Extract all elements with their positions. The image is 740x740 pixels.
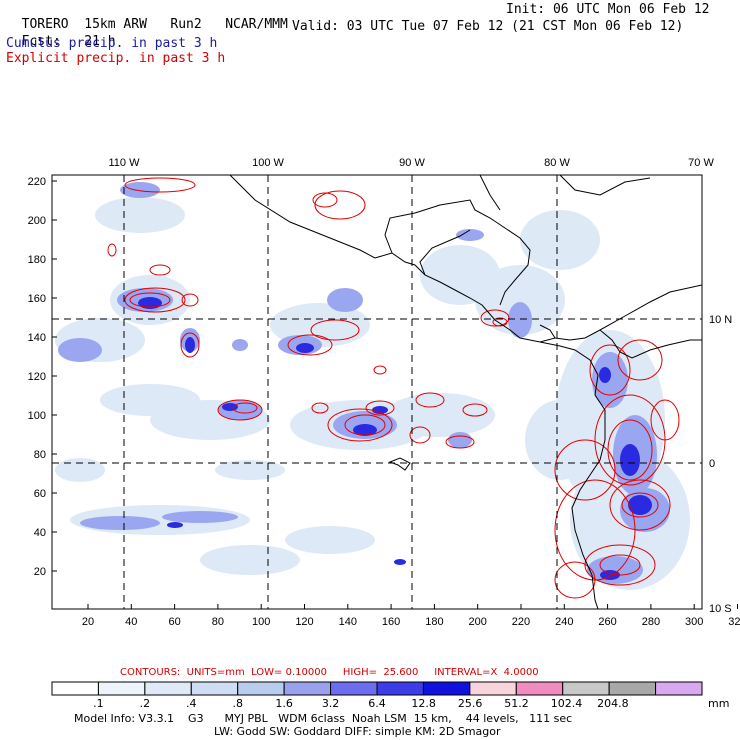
precip-field <box>55 177 690 599</box>
colorbar-cell <box>562 681 610 696</box>
colorbar-threshold-label: 12.8 <box>411 697 436 710</box>
lat-lon-grid <box>52 175 702 609</box>
model-info-line1: Model Info: V3.3.1 G3 MYJ PBL WDM 6class… <box>74 712 573 725</box>
x-tick-label: 60 <box>168 616 180 628</box>
colorbar-threshold-label: 102.4 <box>550 697 583 710</box>
x-tick-label: 140 <box>339 616 357 628</box>
y-tick-label: 220 <box>28 176 46 188</box>
colorbar <box>51 681 703 696</box>
y-tick-label: 100 <box>28 410 46 422</box>
y-tick-label: 80 <box>34 449 46 461</box>
x-tick-label: 40 <box>125 616 137 628</box>
colorbar-cell <box>515 681 564 696</box>
x-tick-label: 100 <box>252 616 270 628</box>
x-tick-label: 240 <box>555 616 573 628</box>
y-tick-label: 60 <box>34 488 46 500</box>
lon-label-70w: 70 W <box>688 157 714 169</box>
colorbar-cell <box>422 681 471 696</box>
coastlines <box>229 175 702 609</box>
explicit-legend: Explicit precip. in past 3 h <box>6 51 226 66</box>
x-tick-label: 20 <box>82 616 94 628</box>
x-tick-label: 280 <box>642 616 660 628</box>
colorbar-threshold-label: 1.6 <box>275 697 293 710</box>
valid-time: Valid: 03 UTC Tue 07 Feb 12 (21 CST Mon … <box>292 19 684 34</box>
cumulus-legend: Cumulus precip. in past 3 h <box>6 36 218 51</box>
x-tick-label: 160 <box>382 616 400 628</box>
colorbar-threshold-label: .8 <box>232 697 243 710</box>
axis-labels: 110 W 100 W 90 W 80 W 70 W 10 N 0 10 S 2… <box>28 157 740 628</box>
axis-ticks <box>52 180 738 609</box>
colorbar-cell <box>190 681 239 696</box>
colorbar-cell <box>376 681 424 696</box>
colorbar-cell <box>469 681 517 696</box>
fcst-label: Fcst: <box>21 34 61 49</box>
colorbar-cell <box>51 681 99 696</box>
lon-label-80w: 80 W <box>544 157 570 169</box>
org-label: NCAR/MMM <box>225 17 288 32</box>
plot-frame <box>51 174 703 610</box>
y-tick-label: 40 <box>34 527 46 539</box>
colorbar-cell <box>655 681 703 696</box>
y-tick-label: 160 <box>28 293 46 305</box>
x-tick-label: 220 <box>512 616 530 628</box>
colorbar-cell <box>144 681 192 696</box>
colorbar-cell <box>608 681 657 696</box>
explicit-contours <box>107 177 680 599</box>
y-tick-label: 120 <box>28 371 46 383</box>
colorbar-cell <box>97 681 146 696</box>
colorbar-cell <box>330 681 378 696</box>
x-tick-label: 200 <box>469 616 487 628</box>
fcst-value: 21 h <box>84 34 116 49</box>
colorbar-threshold-label: 3.2 <box>321 697 340 710</box>
x-tick-label: 120 <box>295 616 313 628</box>
x-tick-label: 180 <box>425 616 443 628</box>
lat-label-10s: 10 S <box>709 603 732 615</box>
lon-label-110w: 110 W <box>109 157 141 169</box>
model-name: TORERO <box>21 17 69 32</box>
colorbar-cell <box>283 681 332 696</box>
model-resolution: 15km ARW <box>84 17 147 32</box>
lon-label-90w: 90 W <box>399 157 425 169</box>
model-title: TORERO 15km ARW Run2 NCAR/MMM <box>6 2 288 32</box>
colorbar-threshold-label: .1 <box>93 697 104 710</box>
colorbar-unit: mm <box>708 697 730 710</box>
model-info-line2: LW: Godd SW: Goddard DIFF: simple KM: 2D… <box>214 725 501 738</box>
y-tick-label: 20 <box>34 566 46 578</box>
lon-label-100w: 100 W <box>252 157 284 169</box>
colorbar-threshold-label: 204.8 <box>597 697 629 710</box>
lat-label-0: 0 <box>709 458 715 470</box>
x-tick-label: 320 <box>728 616 740 628</box>
colorbar-threshold-label: .2 <box>139 697 151 710</box>
y-tick-label: 200 <box>28 215 46 227</box>
init-time: Init: 06 UTC Mon 06 Feb 12 <box>506 2 710 17</box>
y-tick-label: 140 <box>28 332 46 344</box>
x-tick-label: 300 <box>685 616 703 628</box>
colorbar-threshold-label: .4 <box>186 697 197 710</box>
colorbar-threshold-label: 25.6 <box>457 697 483 710</box>
x-tick-label: 260 <box>598 616 616 628</box>
colorbar-cell <box>237 681 285 696</box>
contour-info: CONTOURS: UNITS=mm LOW= 0.10000 HIGH= 25… <box>120 667 539 678</box>
x-tick-label: 80 <box>212 616 224 628</box>
colorbar-threshold-label: 6.4 <box>368 697 386 710</box>
colorbar-threshold-label: 51.2 <box>504 697 529 710</box>
forecast-hours: Fcst: 21 h <box>6 19 116 49</box>
y-tick-label: 180 <box>28 254 46 266</box>
lat-label-10n: 10 N <box>709 314 732 326</box>
cumulus-core-areas <box>138 297 652 580</box>
run-label: Run2 <box>170 17 202 32</box>
